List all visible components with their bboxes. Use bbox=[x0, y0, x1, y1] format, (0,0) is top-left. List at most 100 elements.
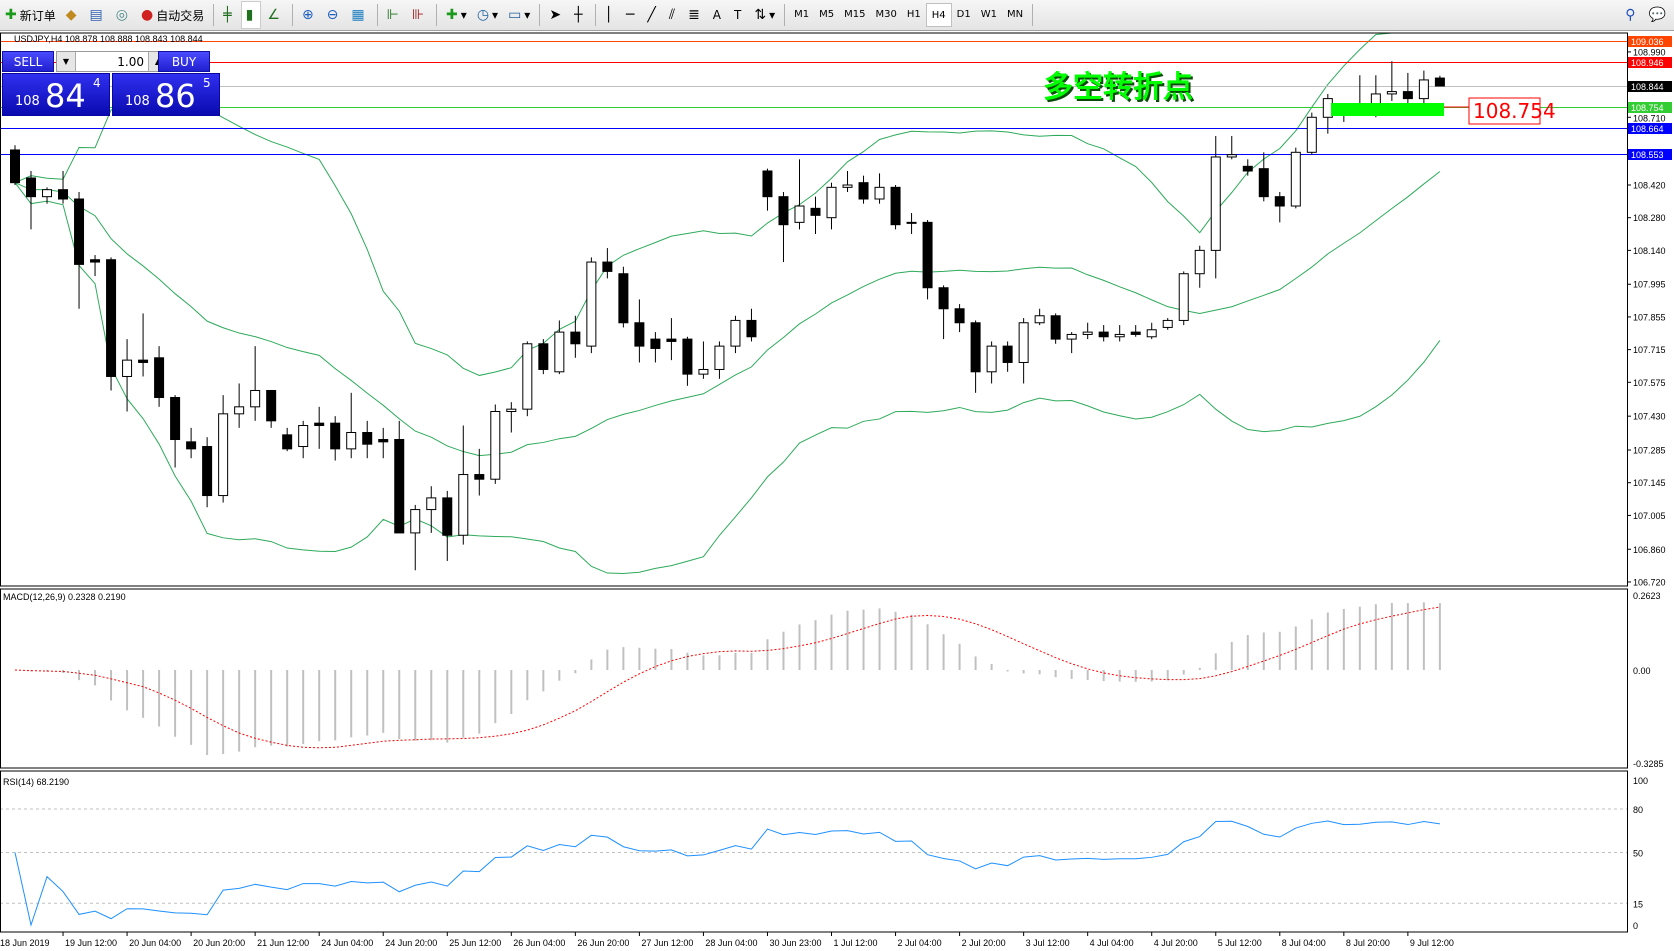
candle[interactable] bbox=[1242, 159, 1253, 176]
support-zone-rectangle[interactable] bbox=[1331, 103, 1444, 116]
templates-button[interactable]: ▭ ▾ bbox=[508, 7, 531, 23]
candle[interactable] bbox=[234, 383, 245, 428]
periods-button[interactable]: ◷ ▾ bbox=[476, 7, 499, 23]
zoom-in-button[interactable]: ⊕ bbox=[298, 2, 321, 28]
candle[interactable] bbox=[938, 285, 949, 340]
autoscroll-button[interactable]: ⊩ bbox=[383, 2, 406, 28]
candle[interactable] bbox=[426, 486, 437, 533]
cursor-button[interactable]: ➤ bbox=[545, 2, 568, 28]
candle[interactable] bbox=[650, 332, 661, 363]
candle[interactable] bbox=[682, 336, 693, 386]
timeframe-mn[interactable]: MN bbox=[1006, 8, 1024, 20]
timeframe-h1[interactable]: H1 bbox=[906, 8, 921, 20]
candle[interactable] bbox=[522, 341, 533, 417]
annotation-price-box[interactable] bbox=[1468, 97, 1541, 125]
candle[interactable] bbox=[1098, 325, 1109, 342]
candle[interactable] bbox=[666, 318, 677, 361]
timeframe-m30[interactable]: M30 bbox=[875, 8, 897, 20]
timeframe-m15[interactable]: M15 bbox=[844, 8, 866, 20]
candle[interactable] bbox=[570, 315, 581, 358]
candle[interactable] bbox=[970, 320, 981, 393]
candle[interactable] bbox=[170, 395, 181, 468]
candle[interactable] bbox=[906, 213, 917, 235]
candle[interactable] bbox=[730, 315, 741, 354]
navigator-button[interactable]: ◆ bbox=[62, 2, 84, 28]
chart-shift-button[interactable]: ⊪ bbox=[408, 2, 431, 28]
candle[interactable] bbox=[1402, 72, 1413, 106]
candle[interactable] bbox=[314, 406, 325, 449]
candle[interactable] bbox=[890, 185, 901, 230]
candle[interactable] bbox=[1306, 112, 1317, 155]
candle[interactable] bbox=[1386, 61, 1397, 101]
candle[interactable] bbox=[1114, 325, 1125, 342]
candle[interactable] bbox=[714, 341, 725, 379]
candle[interactable] bbox=[1226, 135, 1237, 160]
sell-price[interactable]: 108 84 4 bbox=[2, 73, 110, 116]
candle[interactable] bbox=[762, 168, 773, 211]
fibonacci-button[interactable]: ≣ bbox=[684, 2, 707, 28]
candle[interactable] bbox=[218, 395, 229, 503]
tile-windows-button[interactable]: ▦ bbox=[347, 2, 371, 28]
candle[interactable] bbox=[954, 304, 965, 333]
candle[interactable] bbox=[138, 313, 149, 377]
candle[interactable] bbox=[1066, 332, 1077, 354]
rsi-pane[interactable] bbox=[0, 808, 1627, 927]
lot-decrease-button[interactable]: ▼ bbox=[57, 52, 76, 71]
equidistant-channel-button[interactable]: ⫽ bbox=[665, 2, 682, 28]
candle[interactable] bbox=[810, 196, 821, 235]
candlestick-button[interactable]: ▮ bbox=[240, 1, 262, 29]
candle[interactable] bbox=[1258, 152, 1269, 202]
text-button[interactable]: A bbox=[709, 2, 728, 28]
candle[interactable] bbox=[10, 145, 20, 185]
lot-size-input[interactable]: 1.00 bbox=[117, 54, 144, 69]
sell-button[interactable]: SELL bbox=[2, 51, 54, 72]
candle[interactable] bbox=[474, 448, 485, 496]
price-pane[interactable]: 108.754 bbox=[0, 32, 1627, 575]
candle[interactable] bbox=[874, 173, 885, 204]
candle[interactable] bbox=[586, 257, 597, 354]
vertical-line-button[interactable]: │ bbox=[601, 2, 620, 28]
new-order-button[interactable]: ✚ 新订单 bbox=[5, 7, 56, 23]
candle[interactable] bbox=[698, 341, 709, 379]
candle[interactable] bbox=[1162, 318, 1173, 330]
buy-price[interactable]: 108 86 5 bbox=[112, 73, 220, 116]
candle[interactable] bbox=[1034, 308, 1045, 326]
candle[interactable] bbox=[554, 320, 565, 375]
crosshair-button[interactable]: ┼ bbox=[570, 2, 589, 28]
candle[interactable] bbox=[490, 404, 501, 484]
signals-button[interactable]: ◎ bbox=[112, 2, 135, 28]
timeframe-d1[interactable]: D1 bbox=[956, 8, 971, 20]
candle[interactable] bbox=[442, 490, 453, 561]
zoom-out-button[interactable]: ⊖ bbox=[323, 2, 346, 28]
candle[interactable] bbox=[378, 427, 389, 459]
candle[interactable] bbox=[1082, 322, 1093, 340]
candle[interactable] bbox=[1322, 93, 1333, 134]
search-button[interactable]: ⚲ bbox=[1621, 2, 1642, 28]
candle[interactable] bbox=[634, 299, 645, 363]
candle[interactable] bbox=[922, 220, 933, 300]
candle[interactable] bbox=[90, 255, 101, 277]
candle[interactable] bbox=[1146, 322, 1157, 340]
market-watch-button[interactable]: ▤ bbox=[86, 2, 110, 28]
candle[interactable] bbox=[1434, 75, 1445, 87]
candle[interactable] bbox=[282, 427, 293, 452]
buy-button[interactable]: BUY bbox=[158, 51, 210, 72]
timeframe-m5[interactable]: M5 bbox=[819, 8, 835, 20]
candle[interactable] bbox=[842, 170, 853, 193]
horizontal-line-button[interactable]: ─ bbox=[622, 2, 641, 28]
candle[interactable] bbox=[1050, 313, 1061, 344]
candle[interactable] bbox=[778, 192, 789, 263]
timeframe-h4[interactable]: H4 bbox=[925, 3, 952, 27]
candle[interactable] bbox=[250, 346, 261, 421]
candle[interactable] bbox=[202, 437, 213, 508]
lot-size-stepper[interactable]: ▼ 1.00 ▲ bbox=[56, 51, 168, 72]
candle[interactable] bbox=[858, 175, 869, 204]
candle[interactable] bbox=[1290, 147, 1301, 209]
candle[interactable] bbox=[298, 420, 309, 459]
timeframe-m1[interactable]: M1 bbox=[794, 8, 810, 20]
candle[interactable] bbox=[458, 425, 469, 545]
candle[interactable] bbox=[74, 192, 85, 309]
candle[interactable] bbox=[1018, 318, 1029, 384]
candle[interactable] bbox=[362, 420, 373, 459]
candle[interactable] bbox=[1178, 271, 1189, 326]
